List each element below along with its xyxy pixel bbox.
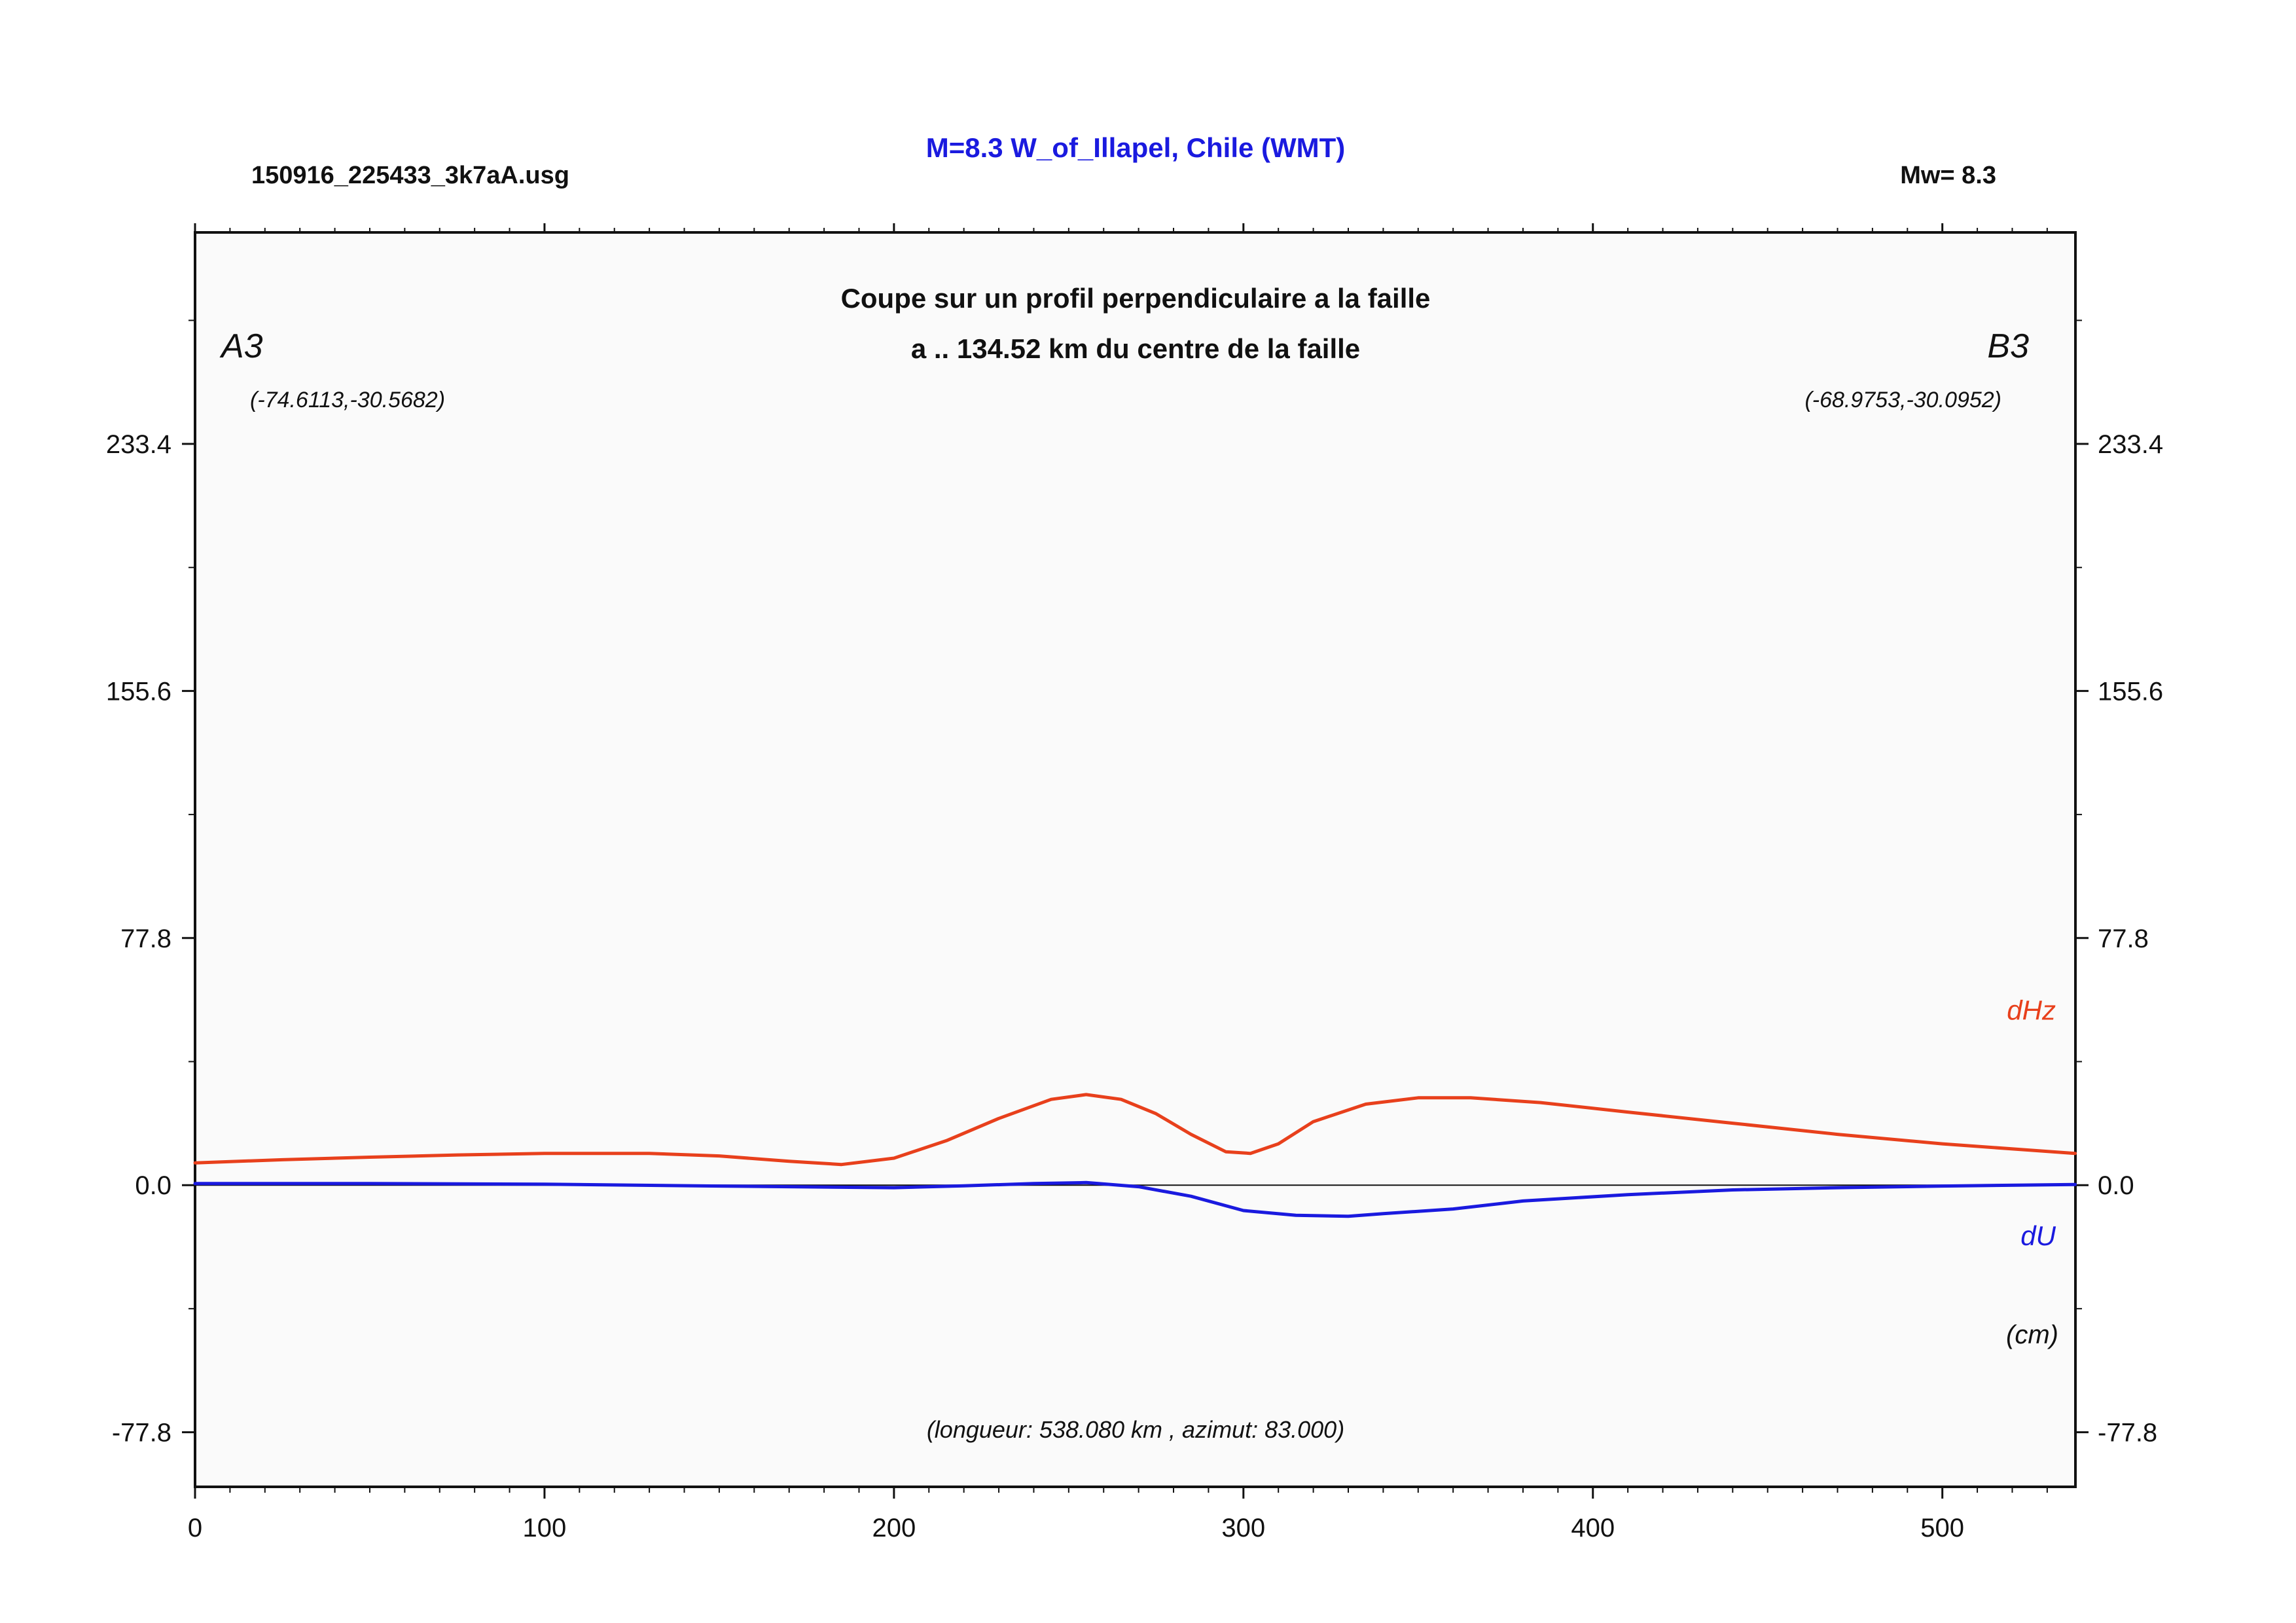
- length-note: (longueur: 538.080 km , azimut: 83.000): [927, 1416, 1344, 1443]
- y-tick-label-right: 0.0: [2098, 1171, 2134, 1200]
- x-tick-label: 300: [1221, 1514, 1265, 1542]
- profile-end-coords: (-68.9753,-30.0952): [1804, 388, 2001, 412]
- series-label-du: dU: [2020, 1220, 2056, 1251]
- profile-start-label: A3: [219, 327, 263, 365]
- x-tick-label: 100: [523, 1514, 567, 1542]
- y-tick-label-right: 77.8: [2098, 924, 2149, 953]
- profile-subtitle-line2: a .. 134.52 km du centre de la faille: [911, 333, 1360, 364]
- y-tick-label-left: 155.6: [106, 677, 171, 706]
- profile-start-coords: (-74.6113,-30.5682): [250, 388, 445, 412]
- unit-note: (cm): [2006, 1321, 2058, 1349]
- y-tick-label-left: 0.0: [135, 1171, 171, 1200]
- x-tick-label: 400: [1571, 1514, 1615, 1542]
- y-tick-label-right: -77.8: [2098, 1419, 2157, 1448]
- y-tick-label-left: -77.8: [112, 1419, 171, 1448]
- series-label-dhz: dHz: [2007, 994, 2056, 1025]
- magnitude-label: Mw= 8.3: [1900, 162, 1996, 189]
- profile-end-label: B3: [1987, 327, 2029, 365]
- y-tick-label-right: 233.4: [2098, 430, 2163, 459]
- y-tick-label-left: 77.8: [120, 924, 171, 953]
- x-tick-label: 500: [1920, 1514, 1964, 1542]
- y-tick-label-right: 155.6: [2098, 677, 2163, 706]
- y-tick-label-left: 233.4: [106, 430, 171, 459]
- profile-subtitle-line1: Coupe sur un profil perpendiculaire a la…: [841, 283, 1431, 314]
- displacement-profile-chart: 150916_225433_3k7aA.usg M=8.3 W_of_Illap…: [0, 0, 2296, 1623]
- plot-area: [195, 232, 2075, 1487]
- chart-title: M=8.3 W_of_Illapel, Chile (WMT): [926, 132, 1346, 163]
- x-tick-label: 0: [188, 1514, 202, 1542]
- file-name: 150916_225433_3k7aA.usg: [251, 162, 569, 189]
- x-tick-label: 200: [872, 1514, 916, 1542]
